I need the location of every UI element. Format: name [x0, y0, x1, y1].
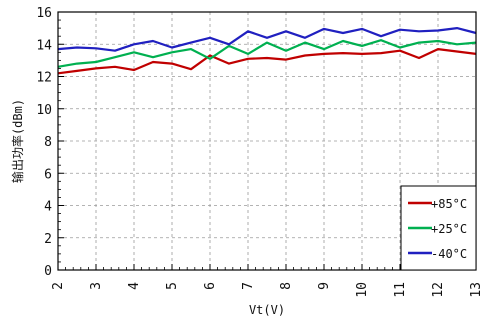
x-tick-label: 11 [393, 282, 408, 298]
y-tick-label: 8 [44, 135, 52, 150]
x-tick-label: 9 [317, 282, 332, 290]
y-tick-label: 4 [44, 200, 52, 215]
y-tick-label: 0 [44, 264, 52, 279]
legend-label-minus40c: -40°C [431, 247, 467, 261]
x-tick-label: 6 [203, 282, 218, 290]
y-tick-label: 2 [44, 232, 52, 247]
series-line-2 [57, 27, 477, 52]
x-tick-label: 4 [127, 282, 142, 290]
x-tick-label: 10 [355, 282, 370, 298]
x-axis-title: Vt(V) [249, 303, 285, 317]
y-tick-label: 10 [36, 103, 52, 118]
y-tick-label: 6 [44, 167, 52, 182]
x-tick-label: 3 [89, 282, 104, 290]
axis-layer: 2 3 4 5 6 7 8 9 10 11 12 13 0 2 4 6 8 10 12 14 16 [36, 6, 484, 298]
x-tick-label: 7 [241, 282, 256, 290]
x-tick-label: 12 [431, 282, 446, 298]
series-line-0 [57, 47, 477, 75]
legend-label-85c: +85°C [431, 197, 467, 211]
y-axis-title: 输出功率(dBm) [10, 99, 25, 183]
y-tick-label: 14 [36, 38, 52, 53]
legend-label-25c: +25°C [431, 222, 467, 236]
y-tick-label: 16 [36, 6, 52, 21]
x-tick-label: 5 [165, 282, 180, 290]
x-tick-label: 13 [469, 282, 484, 298]
series-line-1 [57, 39, 477, 68]
x-tick-label: 2 [51, 282, 66, 290]
x-tick-label: 8 [279, 282, 294, 290]
legend: +85°C +25°C -40°C [400, 185, 477, 271]
y-tick-label: 12 [36, 71, 52, 86]
series-layer [57, 27, 477, 75]
